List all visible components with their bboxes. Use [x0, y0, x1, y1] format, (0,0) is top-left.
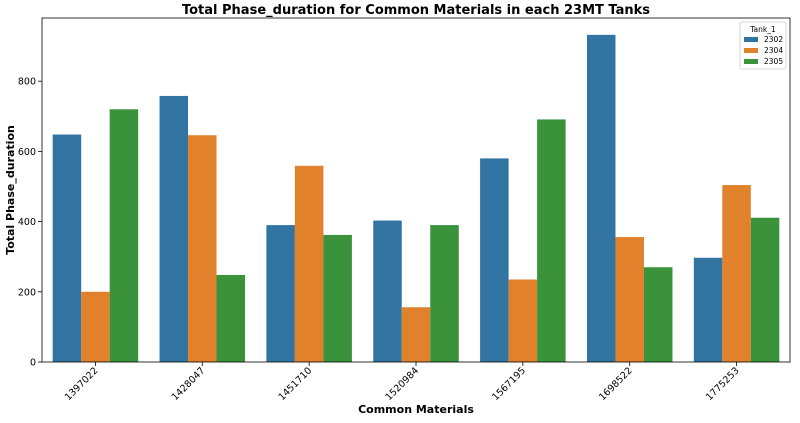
bar-1698522-2304	[615, 237, 644, 362]
x-tick-label: 1775253	[704, 365, 742, 403]
legend-swatch-2302	[744, 37, 758, 42]
bar-1698522-2302	[586, 34, 616, 362]
bar-1775253-2302	[693, 257, 723, 362]
bar-1698522-2305	[643, 267, 673, 362]
bar-1567195-2304	[508, 279, 538, 362]
y-tick-label: 200	[18, 287, 36, 298]
legend-swatch-2304	[744, 48, 758, 53]
bar-1775253-2304	[722, 185, 751, 362]
y-tick-label: 600	[18, 147, 36, 158]
x-tick-label: 1520984	[383, 365, 421, 403]
legend-label-2304: 2304	[764, 46, 783, 55]
x-tick-label: 1397022	[63, 365, 101, 403]
x-tick-label: 1698522	[597, 365, 635, 403]
legend-label-2302: 2302	[764, 35, 783, 44]
bar-1567195-2302	[480, 158, 509, 362]
bar-1451710-2302	[266, 225, 295, 362]
bar-1520984-2304	[401, 307, 431, 362]
y-tick-label: 400	[18, 217, 36, 228]
bar-1428047-2302	[159, 95, 189, 363]
x-tick-label: 1451710	[277, 365, 315, 403]
chart-title: Total Phase_duration for Common Material…	[182, 3, 650, 18]
bar-1428047-2304	[188, 135, 217, 362]
bar-1397022-2304	[81, 291, 110, 362]
bar-1397022-2302	[52, 134, 82, 362]
plot-area: 0 200 400 600 800 1397022 1428047 1451710 152098…	[18, 17, 791, 403]
x-tick-label: 1567195	[490, 365, 528, 403]
bar-1428047-2305	[216, 274, 246, 362]
bar-1451710-2305	[323, 234, 352, 362]
y-axis-label: Total Phase_duration	[4, 125, 17, 255]
bar-1520984-2302	[373, 220, 402, 362]
legend-label-2305: 2305	[764, 57, 783, 66]
x-tick-label: 1428047	[170, 365, 208, 403]
bar-1567195-2305	[537, 119, 566, 362]
y-tick-label: 0	[30, 358, 36, 369]
legend-title: Tank_1	[749, 25, 776, 34]
y-tick-label: 800	[18, 77, 36, 88]
bar-1397022-2305	[109, 109, 139, 363]
x-axis-label: Common Materials	[358, 403, 474, 416]
bar-1520984-2305	[430, 225, 459, 362]
plot-frame	[41, 17, 791, 363]
bar-1451710-2304	[294, 165, 324, 362]
legend-swatch-2305	[744, 59, 758, 64]
bar-1775253-2305	[750, 217, 780, 362]
legend-box	[739, 21, 787, 70]
